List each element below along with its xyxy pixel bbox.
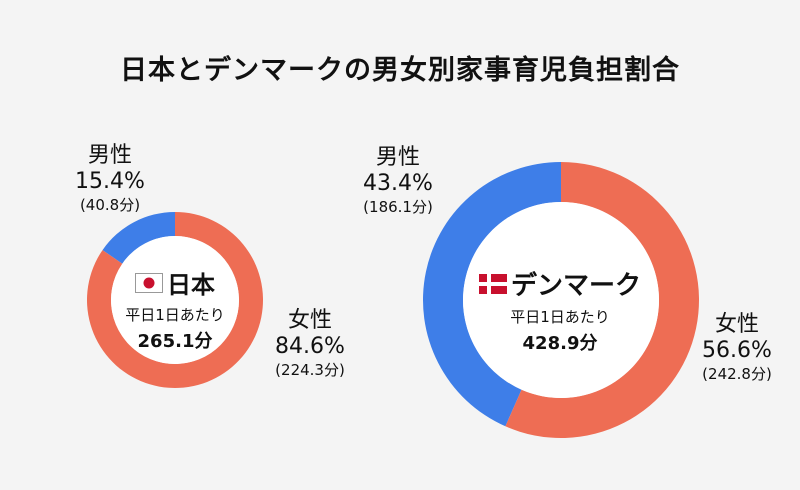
- japan-donut: [87, 212, 264, 389]
- denmark-female-minutes: (242.8分): [702, 364, 772, 383]
- japan-female-minutes: (224.3分): [275, 360, 345, 379]
- denmark-male-percent: 43.4%: [363, 171, 433, 197]
- japan-male-slice: [102, 212, 175, 264]
- denmark-female-label: 女性 56.6% (242.8分): [677, 312, 797, 383]
- japan-total: 265.1分: [137, 331, 213, 352]
- japan-donut-hole: [111, 236, 239, 364]
- japan-name-row: 日本: [95, 265, 255, 300]
- denmark-subtitle: 平日1日あたり: [510, 308, 610, 326]
- denmark-male-slice: [423, 162, 561, 427]
- japan-name: 日本: [167, 271, 215, 299]
- japan-female-gender: 女性: [287, 308, 332, 333]
- japan-subtitle: 平日1日あたり: [125, 306, 225, 324]
- japan-flag-icon: [135, 272, 163, 293]
- denmark-donut-hole: [463, 202, 659, 398]
- denmark-female-gender: 女性: [714, 312, 759, 337]
- denmark-male-minutes: (186.1分): [363, 197, 433, 216]
- denmark-name: デンマーク: [510, 271, 641, 301]
- denmark-total: 428.9分: [522, 333, 598, 354]
- chart-title: 日本とデンマークの男女別家事育児負担割合: [120, 55, 680, 86]
- denmark-center: デンマーク 平日1日あたり 428.9分: [460, 265, 660, 355]
- japan-female-label: 女性 84.6% (224.3分): [250, 308, 370, 379]
- japan-male-label: 男性 15.4% (40.8分): [50, 143, 170, 214]
- japan-center: 日本 平日1日あたり 265.1分: [95, 265, 255, 353]
- denmark-male-label: 男性 43.4% (186.1分): [338, 145, 458, 216]
- denmark-donut: [423, 162, 700, 438]
- japan-male-percent: 15.4%: [75, 169, 145, 195]
- japan-male-minutes: (40.8分): [79, 195, 141, 214]
- denmark-name-row: デンマーク: [460, 265, 660, 302]
- japan-male-gender: 男性: [87, 143, 132, 168]
- denmark-female-slice: [505, 162, 700, 438]
- denmark-male-gender: 男性: [375, 145, 420, 170]
- japan-female-percent: 84.6%: [275, 334, 345, 360]
- denmark-flag-icon: [478, 273, 507, 294]
- denmark-female-percent: 56.6%: [702, 338, 772, 364]
